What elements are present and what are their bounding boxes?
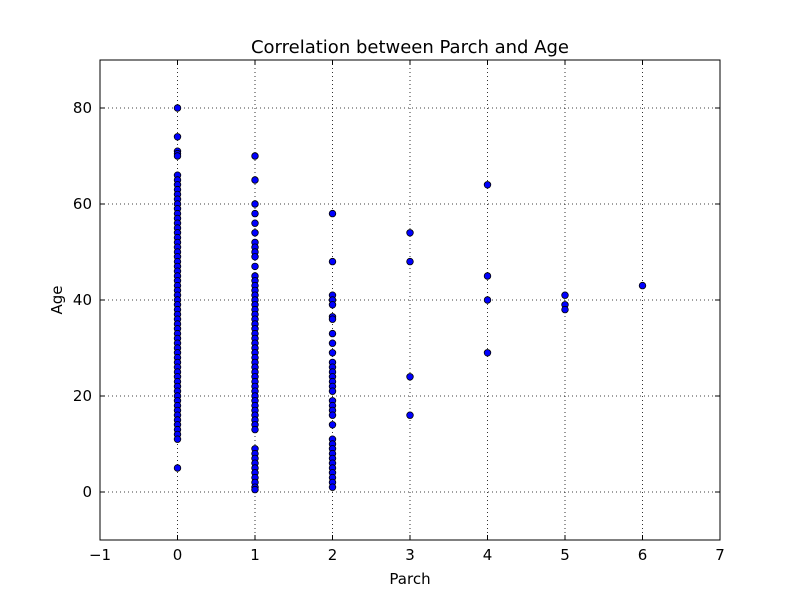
y-tick-label: 80	[73, 99, 92, 117]
x-tick-label: 6	[638, 546, 648, 564]
data-point	[251, 485, 259, 494]
data-point	[328, 209, 337, 218]
x-axis-label: Parch	[389, 570, 430, 588]
data-point	[328, 411, 337, 419]
y-axis-label: Age	[48, 285, 66, 314]
x-tick-label: 3	[405, 546, 415, 564]
data-point	[251, 200, 259, 208]
data-point	[251, 229, 259, 237]
grid-lines	[100, 60, 720, 540]
data-point	[328, 421, 337, 429]
data-point	[328, 387, 337, 395]
data-point	[561, 291, 569, 299]
data-point	[251, 425, 259, 434]
y-tick-label: 0	[82, 483, 92, 501]
data-point	[406, 257, 414, 266]
x-tick-label: 0	[173, 546, 183, 564]
data-point	[328, 301, 337, 309]
data-point	[251, 176, 259, 184]
data-point	[173, 133, 182, 141]
data-point	[328, 315, 337, 323]
data-point	[173, 104, 182, 112]
data-point	[251, 152, 259, 160]
data-point	[406, 229, 414, 237]
chart-title: Correlation between Parch and Age	[251, 37, 569, 58]
data-point	[406, 411, 414, 419]
data-point	[406, 373, 414, 381]
data-point	[173, 435, 182, 443]
x-tick-label: 7	[715, 546, 725, 564]
data-point	[251, 253, 259, 261]
data-point	[328, 329, 337, 338]
data-point	[251, 262, 259, 271]
x-tick-label: −1	[89, 546, 111, 564]
y-tick-label: 20	[73, 387, 92, 405]
data-point	[483, 349, 492, 357]
x-tick-label: 1	[250, 546, 260, 564]
data-point	[251, 209, 259, 218]
data-point	[328, 257, 337, 266]
x-tick-label: 4	[483, 546, 493, 564]
data-point	[251, 219, 259, 227]
x-tick-label: 2	[328, 546, 338, 564]
data-point	[328, 483, 337, 491]
y-tick-label: 60	[73, 195, 92, 213]
data-point	[173, 152, 182, 160]
x-tick-label: 5	[560, 546, 570, 564]
data-point	[483, 181, 492, 189]
data-point	[328, 349, 337, 357]
axis-ticks: −1 0 1 2 3 4 5 6 7 0 20 40 60 80	[73, 60, 725, 564]
data-points	[173, 104, 647, 494]
data-point	[328, 339, 337, 347]
data-point	[483, 296, 492, 304]
data-point	[638, 281, 647, 290]
data-point	[483, 272, 492, 280]
data-point	[561, 305, 569, 314]
y-tick-label: 40	[73, 291, 92, 309]
data-point	[173, 464, 182, 472]
